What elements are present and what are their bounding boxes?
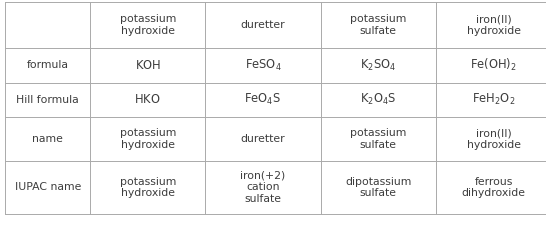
Text: $\mathrm{FeSO}_{4}$: $\mathrm{FeSO}_{4}$ xyxy=(245,58,281,73)
Text: Hill formula: Hill formula xyxy=(16,95,79,105)
Text: dipotassium
sulfate: dipotassium sulfate xyxy=(345,177,411,198)
Text: duretter: duretter xyxy=(241,134,285,144)
Text: name: name xyxy=(32,134,63,144)
Text: formula: formula xyxy=(27,60,69,70)
Text: $\mathrm{FeO}_{4}\mathrm{S}$: $\mathrm{FeO}_{4}\mathrm{S}$ xyxy=(245,92,281,107)
Text: $\mathrm{HKO}$: $\mathrm{HKO}$ xyxy=(134,93,161,106)
Text: iron(II)
hydroxide: iron(II) hydroxide xyxy=(467,14,520,36)
Text: potassium
sulfate: potassium sulfate xyxy=(350,14,406,36)
Text: duretter: duretter xyxy=(241,20,285,30)
Text: $\mathrm{KOH}$: $\mathrm{KOH}$ xyxy=(135,59,161,72)
Text: $\mathrm{FeH}_{2}\mathrm{O}_{2}$: $\mathrm{FeH}_{2}\mathrm{O}_{2}$ xyxy=(472,92,515,107)
Text: iron(II)
hydroxide: iron(II) hydroxide xyxy=(467,128,520,150)
Text: potassium
hydroxide: potassium hydroxide xyxy=(120,14,176,36)
Text: iron(+2)
cation
sulfate: iron(+2) cation sulfate xyxy=(240,171,286,204)
Text: ferrous
dihydroxide: ferrous dihydroxide xyxy=(461,177,526,198)
Text: $\mathrm{K}_{2}\mathrm{O}_{4}\mathrm{S}$: $\mathrm{K}_{2}\mathrm{O}_{4}\mathrm{S}$ xyxy=(360,92,396,107)
Text: potassium
hydroxide: potassium hydroxide xyxy=(120,177,176,198)
Text: $\mathrm{Fe(OH)}_{2}$: $\mathrm{Fe(OH)}_{2}$ xyxy=(470,57,517,73)
Text: IUPAC name: IUPAC name xyxy=(15,183,81,192)
Text: $\mathrm{K}_{2}\mathrm{SO}_{4}$: $\mathrm{K}_{2}\mathrm{SO}_{4}$ xyxy=(360,58,396,73)
Text: potassium
sulfate: potassium sulfate xyxy=(350,128,406,150)
Text: potassium
hydroxide: potassium hydroxide xyxy=(120,128,176,150)
